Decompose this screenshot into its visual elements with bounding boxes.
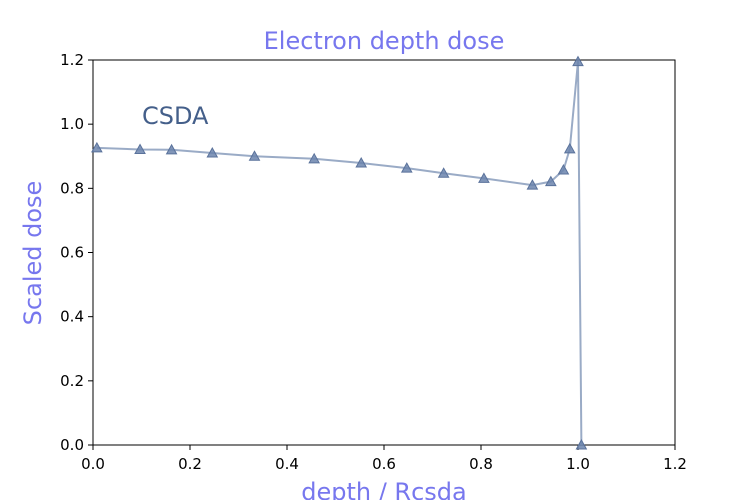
data-point-marker (575, 438, 588, 450)
data-point-marker (557, 164, 570, 175)
data-point-marker (165, 143, 178, 155)
x-tick-label: 1.2 (663, 455, 687, 473)
data-point-marker (563, 142, 576, 154)
x-tick-label: 0.4 (275, 455, 299, 473)
tick-labels: 0.0 0.2 0.4 0.6 0.8 1.0 1.2 0.0 0.2 0.4 0.6 0.8 1.0 1… (60, 51, 687, 473)
data-point-marker (355, 156, 368, 168)
y-axis-label: Scaled dose (19, 181, 47, 326)
y-tick-label: 0.6 (60, 244, 84, 262)
y-tick-label: 0.0 (60, 436, 84, 454)
data-point-marker (91, 141, 103, 153)
data-point-marker (248, 150, 261, 161)
x-tick-label: 0.6 (372, 455, 396, 473)
data-point-marker (206, 147, 219, 158)
data-point-marker (308, 152, 321, 164)
chart-title: Electron depth dose (264, 27, 505, 55)
data-point-marker (544, 175, 557, 187)
x-tick-label: 0.0 (81, 455, 105, 473)
plot-area (88, 55, 676, 450)
x-tick-label: 0.2 (178, 455, 202, 473)
data-point-marker (526, 179, 539, 190)
x-tick-label: 0.8 (469, 455, 493, 473)
data-point-marker (478, 172, 490, 183)
x-axis-label: depth / Rcsda (301, 478, 467, 500)
data-point-marker (572, 55, 584, 67)
series-line (96, 60, 583, 446)
y-tick-label: 1.0 (60, 115, 84, 133)
csda-annotation: CSDA (142, 102, 209, 130)
y-tick-label: 1.2 (60, 51, 84, 69)
data-point-marker (400, 162, 413, 173)
x-tick-label: 1.0 (566, 455, 590, 473)
data-point-marker (134, 143, 146, 155)
y-tick-label: 0.2 (60, 372, 84, 390)
y-tick-label: 0.4 (60, 308, 84, 326)
y-tick-label: 0.8 (60, 179, 84, 197)
data-point-marker (437, 167, 450, 178)
